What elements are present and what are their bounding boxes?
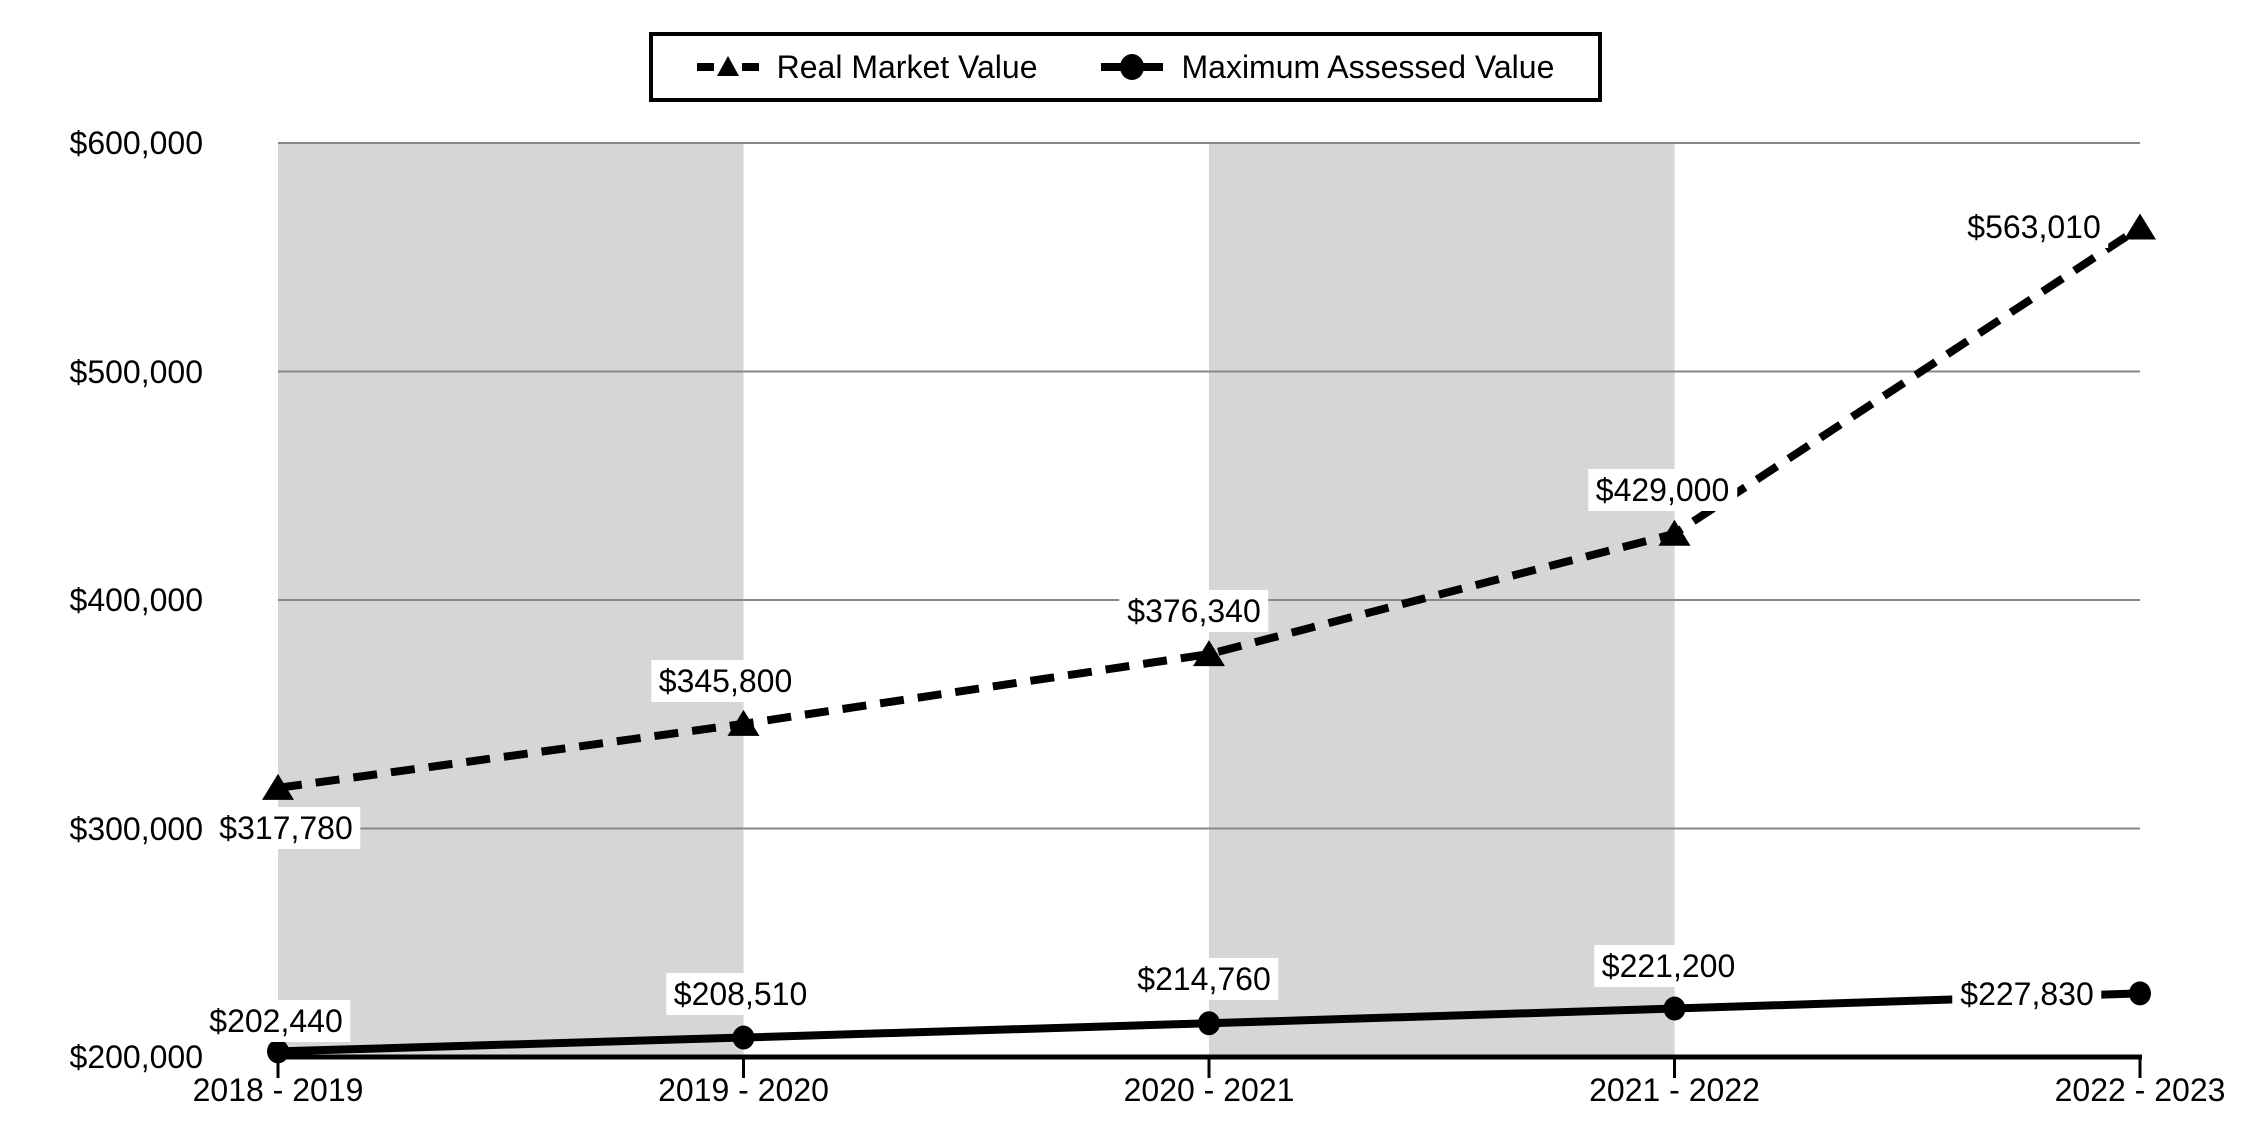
triangle-marker — [262, 773, 294, 800]
circle-marker — [732, 1025, 755, 1050]
triangle-marker — [727, 709, 760, 736]
circle-marker — [267, 1039, 289, 1064]
data-label-circle: $202,440 — [201, 1000, 351, 1043]
legend-label-maximum-assessed-value: Maximum Assessed Value — [1181, 49, 1555, 85]
data-label-circle: $221,200 — [1593, 944, 1744, 987]
x-axis-tick-label: 2021 - 2022 — [1589, 1072, 1760, 1108]
solid-line-circle-marker-icon — [1101, 54, 1164, 80]
data-label-triangle: $345,800 — [650, 659, 801, 702]
x-axis-tick-label: 2020 - 2021 — [1123, 1072, 1295, 1108]
data-label-circle: $208,510 — [665, 972, 816, 1015]
x-axis-tick-label: 2022 - 2023 — [2054, 1072, 2226, 1108]
circle-marker — [1663, 996, 1686, 1021]
y-axis-tick-label: $400,000 — [69, 582, 203, 618]
legend-item-real-market-value: Real Market Value — [696, 49, 1038, 85]
data-label-circle: $227,830 — [1952, 973, 2102, 1016]
series-line-triangle — [277, 224, 2143, 792]
triangle-marker — [2124, 213, 2156, 240]
y-axis-tick-label: $200,000 — [69, 1039, 203, 1075]
data-label-triangle: $563,010 — [1959, 205, 2109, 248]
data-label-triangle: $317,780 — [211, 806, 361, 849]
legend-label-real-market-value: Real Market Value — [776, 49, 1038, 85]
y-axis-tick-label: $600,000 — [69, 125, 203, 161]
data-label-triangle: $376,340 — [1119, 590, 1269, 633]
data-label-circle: $214,760 — [1129, 958, 1279, 1001]
circle-marker — [2129, 981, 2151, 1006]
x-axis-tick-label: 2019 - 2020 — [658, 1072, 829, 1108]
x-axis-tick-label: 2018 - 2019 — [192, 1072, 364, 1108]
circle-marker — [1198, 1011, 1220, 1036]
legend-box: Real Market Value Maximum Assessed Value — [649, 32, 1602, 102]
y-axis-tick-label: $300,000 — [69, 810, 203, 847]
data-label-triangle: $429,000 — [1587, 468, 1738, 511]
legend-item-maximum-assessed-value: Maximum Assessed Value — [1101, 51, 1554, 83]
triangle-marker — [1193, 640, 1225, 667]
y-axis-tick-label: $500,000 — [69, 353, 203, 390]
triangle-marker — [1658, 519, 1691, 546]
dashed-line-triangle-marker-icon — [696, 56, 759, 76]
